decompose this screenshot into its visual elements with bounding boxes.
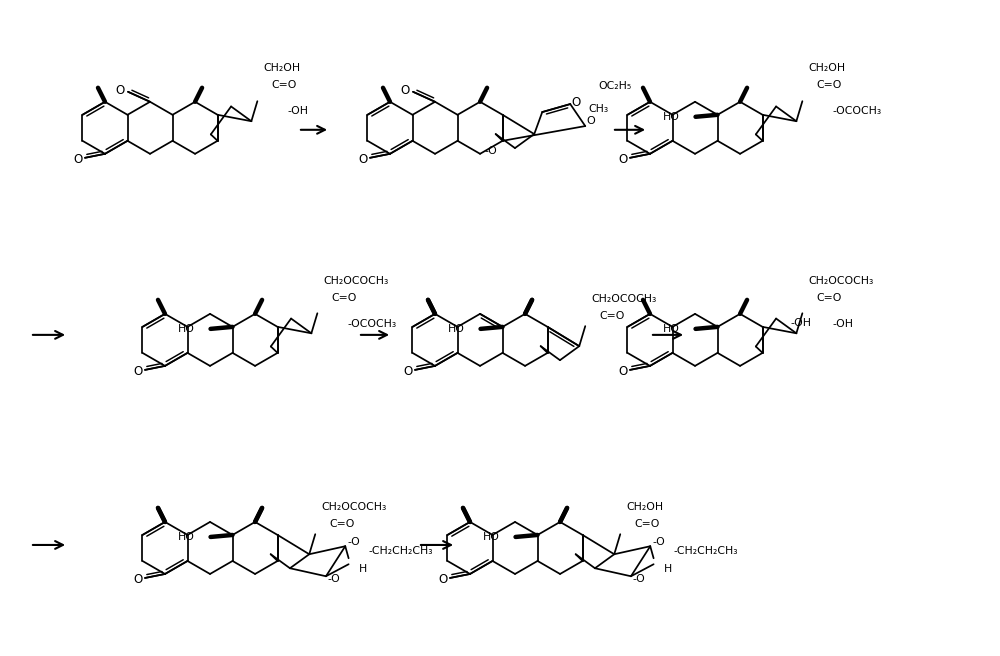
- Text: -OH: -OH: [832, 318, 853, 329]
- Text: H: H: [359, 564, 367, 574]
- Text: HO: HO: [448, 324, 465, 334]
- Text: C=O: C=O: [329, 520, 355, 529]
- Text: H: H: [664, 564, 672, 574]
- Text: C=O: C=O: [331, 293, 357, 302]
- Text: O: O: [400, 83, 410, 96]
- Text: O: O: [586, 116, 595, 126]
- Text: C=O: C=O: [816, 81, 842, 91]
- Text: O: O: [73, 152, 83, 165]
- Text: CH₂OH: CH₂OH: [626, 502, 663, 512]
- Text: O: O: [438, 573, 448, 586]
- Text: CH₂OCOCH₃: CH₂OCOCH₃: [591, 295, 657, 304]
- Text: CH₂OCOCH₃: CH₂OCOCH₃: [808, 276, 874, 285]
- Text: O: O: [115, 83, 125, 96]
- Text: -CH₂CH₂CH₃: -CH₂CH₂CH₃: [674, 546, 738, 556]
- Text: -O: -O: [328, 573, 341, 583]
- Text: CH₂OCOCH₃: CH₂OCOCH₃: [321, 502, 387, 512]
- Text: CH₂OH: CH₂OH: [808, 64, 845, 73]
- Text: HO: HO: [663, 112, 680, 122]
- Text: C=O: C=O: [816, 293, 842, 302]
- Text: -O: -O: [652, 537, 665, 547]
- Text: -OCOCH₃: -OCOCH₃: [347, 318, 396, 329]
- Text: O: O: [618, 152, 628, 165]
- Text: O: O: [618, 365, 628, 377]
- Text: CH₂OCOCH₃: CH₂OCOCH₃: [323, 276, 389, 285]
- Text: HO: HO: [483, 532, 500, 542]
- Text: -OH: -OH: [287, 106, 308, 116]
- Text: OC₂H₅: OC₂H₅: [598, 81, 631, 91]
- Text: HO: HO: [178, 324, 195, 334]
- Text: HO: HO: [178, 532, 195, 542]
- Text: CH₃: CH₃: [588, 104, 608, 114]
- Text: O: O: [572, 96, 581, 109]
- Text: C=O: C=O: [599, 311, 625, 321]
- Text: -OCOCH₃: -OCOCH₃: [832, 106, 881, 116]
- Text: C=O: C=O: [634, 520, 660, 529]
- Text: -O: -O: [347, 537, 360, 547]
- Text: O: O: [403, 365, 413, 377]
- Text: CH₂OH: CH₂OH: [263, 64, 300, 73]
- Text: -O: -O: [485, 146, 498, 156]
- Text: -CH₂CH₂CH₃: -CH₂CH₂CH₃: [369, 546, 433, 556]
- Text: O: O: [133, 573, 143, 586]
- Text: -O: -O: [633, 573, 646, 583]
- Text: HO: HO: [663, 324, 680, 334]
- Text: -OH: -OH: [790, 318, 811, 328]
- Text: O: O: [358, 152, 368, 165]
- Text: O: O: [133, 365, 143, 377]
- Text: C=O: C=O: [271, 81, 297, 91]
